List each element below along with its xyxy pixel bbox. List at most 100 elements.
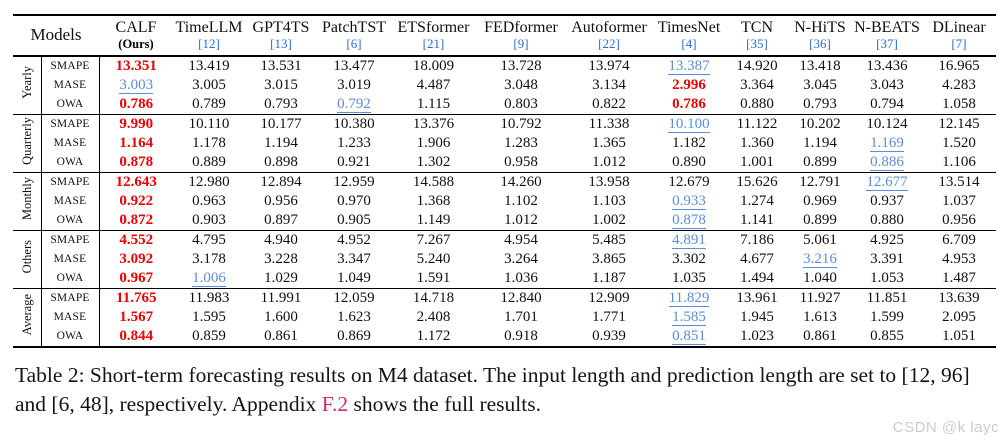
table-cell: 1.169: [852, 134, 922, 153]
citation-link[interactable]: [4]: [681, 36, 697, 51]
citation-link[interactable]: [13]: [270, 36, 292, 51]
table-cell: 0.897: [264, 212, 298, 228]
table-cell: 0.899: [803, 212, 837, 228]
section-label-quarterly: Quarterly: [13, 114, 42, 173]
table-cell: 4.552: [99, 230, 173, 250]
table-cell: 0.956: [942, 212, 976, 228]
table-cell: 13.376: [391, 114, 476, 134]
table-cell: 15.626: [726, 172, 788, 192]
column-header-n-hits: N-HiTS [36]: [788, 15, 852, 57]
citation-link[interactable]: [22]: [598, 36, 620, 51]
table-cell: 13.639: [922, 288, 996, 308]
table-cell: 1.149: [416, 212, 451, 228]
table-cell: 0.861: [803, 328, 837, 344]
table-cell: 1.771: [592, 309, 626, 325]
table-cell: 12.059: [317, 288, 391, 308]
citation-link[interactable]: [9]: [513, 36, 529, 51]
table-cell: 1.037: [942, 193, 976, 209]
metric-label: OWA: [41, 95, 100, 115]
citation-link[interactable]: [6]: [346, 36, 362, 51]
citation-link[interactable]: [21]: [422, 36, 445, 51]
section-label-yearly: Yearly: [13, 55, 42, 115]
table-row: Average SMAPE 11.765 11.983 11.991 12.059 14.7…: [13, 288, 996, 347]
citation-link[interactable]: [35]: [746, 36, 768, 51]
table-row: OWA 0.967 1.006 1.029 1.049 1.591 1.036 1.187 1.…: [13, 269, 996, 289]
table-cell: 1.623: [337, 309, 371, 325]
table-cell: 7.186: [726, 230, 788, 250]
appendix-link[interactable]: F.2: [321, 391, 349, 416]
table-cell: 12.959: [317, 172, 391, 192]
table-cell: 12.643: [99, 172, 173, 192]
table-cell: 10.124: [852, 114, 922, 134]
table-cell: 3.178: [192, 251, 226, 267]
table-cell: 1.599: [870, 309, 904, 325]
table-row: MASE 3.003 3.005 3.015 3.019 4.487 3.048 3.134 2…: [13, 76, 996, 95]
citation-link[interactable]: [7]: [951, 36, 967, 51]
table-cell: 2.996: [672, 77, 706, 93]
table-cell: 3.228: [264, 251, 298, 267]
table-cell: 0.859: [192, 328, 226, 344]
table-cell: 1.053: [870, 270, 904, 286]
metric-label: MASE: [41, 250, 100, 269]
table-cell: 3.003: [99, 76, 173, 95]
table-cell: 4.954: [476, 230, 566, 250]
metric-label: SMAPE: [41, 55, 100, 76]
table-cell: 3.865: [592, 251, 626, 267]
table-cell: 13.351: [99, 55, 173, 76]
table-cell: 7.267: [391, 230, 476, 250]
model-name: N-HiTS: [794, 19, 846, 36]
table-cell: 11.991: [245, 288, 317, 308]
citation-link[interactable]: [36]: [809, 36, 831, 51]
table-cell: 0.922: [119, 193, 154, 209]
table-row: MASE 1.164 1.178 1.194 1.233 1.906 1.283 1.365 1…: [13, 134, 996, 153]
table-cell: 6.709: [922, 230, 996, 250]
table-cell: 3.015: [264, 77, 298, 93]
table-row: Yearly SMAPE 13.351 13.419 13.531 13.477 18.00…: [13, 55, 996, 115]
table-cell: 1.115: [416, 96, 451, 112]
citation-link[interactable]: [37]: [876, 36, 898, 51]
table-cell: 12.909: [566, 288, 652, 308]
table-cell: 13.728: [476, 55, 566, 76]
metric-label: SMAPE: [41, 114, 100, 134]
table-caption: Table 2: Short-term forecasting results …: [15, 361, 999, 418]
table-cell: 1.141: [740, 212, 774, 228]
table-cell: 1.487: [942, 270, 976, 286]
table-cell: 1.102: [504, 193, 538, 209]
table-row: Quarterly SMAPE 9.990 10.110 10.177 10.380 13.…: [13, 114, 996, 173]
table-cell: 13.531: [245, 55, 317, 76]
table-cell: 1.194: [264, 135, 298, 151]
metric-label: SMAPE: [41, 288, 100, 308]
model-name: TimeLLM: [175, 19, 243, 36]
table-cell: 0.880: [740, 96, 774, 112]
model-name: N-BEATS: [854, 19, 920, 36]
table-row: OWA 0.786 0.789 0.793 0.792 1.115 0.803 0.822 0.…: [13, 95, 996, 115]
table-cell: 3.045: [803, 77, 837, 93]
table-cell: 1.049: [337, 270, 371, 286]
table-cell: 4.940: [245, 230, 317, 250]
table-cell: 14.588: [391, 172, 476, 192]
table-cell: 3.264: [504, 251, 538, 267]
metric-label: OWA: [41, 153, 100, 173]
table-cell: 4.283: [942, 77, 976, 93]
column-header-patchtst: PatchTST [6]: [317, 15, 391, 57]
table-cell: 1.187: [592, 270, 626, 286]
table-cell: 1.040: [803, 270, 837, 286]
table-cell: 1.591: [416, 270, 451, 286]
table-cell: 1.194: [803, 135, 837, 151]
table-cell: 12.980: [173, 172, 245, 192]
table-cell: 1.360: [740, 135, 774, 151]
table-cell: 4.891: [652, 230, 726, 250]
table-cell: 4.952: [317, 230, 391, 250]
metric-label: SMAPE: [41, 172, 100, 192]
table-cell: 1.023: [740, 328, 774, 344]
table-cell: 12.145: [922, 114, 996, 134]
table-cell: 13.387: [652, 55, 726, 76]
table-cell: 1.283: [504, 135, 538, 151]
model-name: ETSformer: [397, 19, 470, 36]
table-cell: 1.520: [942, 135, 976, 151]
model-name: FEDformer: [484, 19, 558, 36]
second-best-value: 1.169: [870, 135, 904, 152]
citation-link[interactable]: [12]: [198, 36, 220, 51]
table-cell: 0.822: [592, 96, 626, 112]
table-cell: 0.803: [504, 96, 538, 112]
